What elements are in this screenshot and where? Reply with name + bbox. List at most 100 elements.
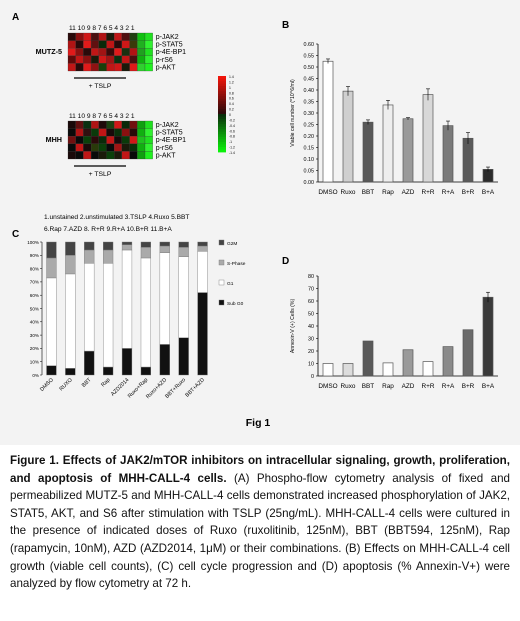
- legend-tick-label: 0.2: [229, 108, 234, 112]
- legend-color-step: [218, 136, 226, 140]
- bar: [422, 361, 434, 377]
- heatmap-cell: [67, 32, 76, 41]
- stacked-bar-segment: [178, 247, 189, 257]
- heatmap-cell: [129, 63, 138, 72]
- heatmap-cell: [144, 151, 153, 160]
- legend-label: G2M: [227, 241, 237, 247]
- legend-color-step: [218, 91, 226, 95]
- stacked-bar-segment: [159, 245, 170, 253]
- y-tick-label: 0.00: [304, 180, 315, 186]
- legend-color-step: [218, 126, 226, 130]
- legend-color-step: [218, 131, 226, 135]
- stacked-bar-segment: [159, 241, 170, 247]
- heatmap-cell: [144, 120, 153, 129]
- y-tick-label: 20: [308, 349, 314, 355]
- stacked-bar-segment: [140, 257, 152, 368]
- legend-color-step: [218, 111, 226, 115]
- legend-tick-label: -0.6: [229, 129, 235, 133]
- heatmap-cell: [114, 32, 123, 41]
- caption-body: (A) Phospho-flow cytometry analysis of f…: [10, 471, 510, 591]
- y-tick-label: 0%: [32, 373, 39, 378]
- legend-color-step: [218, 106, 226, 110]
- heatmap-cell: [106, 40, 115, 49]
- marker-label: p-rS6: [156, 145, 173, 152]
- heatmap-cell: [98, 63, 107, 72]
- bar: [462, 329, 474, 377]
- y-tick-label: 0.15: [304, 146, 315, 152]
- legend-tick-label: 0.8: [229, 91, 234, 95]
- stacked-bar-segment: [178, 241, 189, 248]
- bar: [342, 90, 354, 183]
- tslp-label: + TSLP: [89, 83, 112, 90]
- x-tick-label: B+R: [462, 189, 475, 196]
- x-tick-label: DMSO: [318, 189, 337, 196]
- heatmap-cell: [75, 151, 84, 160]
- heatmap-cell: [106, 120, 115, 129]
- stacked-bar-segment: [102, 241, 114, 251]
- heatmap-cell: [129, 128, 138, 137]
- heatmap-cell: [90, 48, 99, 56]
- heatmap-cell: [144, 128, 153, 137]
- heatmap-cell: [83, 32, 92, 41]
- y-tick-label: 70: [308, 287, 314, 293]
- y-tick-label: 0.10: [304, 157, 315, 163]
- legend-color-step: [218, 81, 226, 84]
- heatmap-cell: [129, 48, 138, 56]
- y-tick-label: 50%: [30, 306, 39, 311]
- y-tick-label: 0.05: [304, 169, 315, 175]
- heatmap-cell: [75, 55, 84, 64]
- x-tick-label: R+A: [442, 189, 455, 196]
- legend-color-step: [218, 83, 226, 87]
- legend-color-step: [218, 139, 226, 143]
- panel-d-apoptosis-chart: D 0 10 20 30 40 50 60 70 80 DMSO Ruxo BBT Rap AZD R+R R…: [282, 256, 498, 390]
- x-tick-label: R+R: [422, 383, 435, 390]
- marker-label: p-STAT5: [156, 130, 183, 137]
- marker-label: p-STAT5: [156, 42, 183, 49]
- heatmap-cell: [75, 40, 84, 49]
- heatmap-cell: [67, 120, 76, 129]
- stacked-bar-segment: [197, 292, 208, 376]
- heatmap-cell: [67, 40, 76, 49]
- tslp-label: + TSLP: [89, 171, 112, 178]
- y-tick-label: 40%: [30, 320, 39, 325]
- bar: [342, 363, 354, 377]
- legend-color-step: [218, 108, 226, 112]
- stacked-bar-segment: [197, 245, 208, 252]
- legend-color-step: [218, 141, 226, 145]
- y-tick-label: 90%: [30, 253, 39, 258]
- stacked-bar-segment: [84, 350, 95, 376]
- heatmap-cell: [121, 120, 130, 129]
- heatmap-cell: [98, 32, 107, 41]
- heatmap-cell: [137, 151, 146, 160]
- cell-line-label: MUTZ-5: [36, 47, 62, 56]
- heatmap-cell: [90, 32, 99, 41]
- treatment-key-line-2: 6.Rap 7.AZD 8. R+R 9.R+A 10.B+R 11.B+A: [44, 226, 172, 233]
- stacked-bar-segment: [121, 244, 133, 251]
- legend-swatch: [218, 299, 225, 306]
- stacked-bar-segment: [140, 241, 152, 248]
- bar: [322, 363, 334, 377]
- marker-label: p-4E-BP1: [156, 137, 186, 144]
- heatmap-cell: [114, 128, 123, 137]
- heatmap-cell: [129, 136, 138, 144]
- stacked-bar-segment: [178, 256, 189, 338]
- heatmap-cell: [121, 136, 130, 144]
- y-tick-label: 0.60: [304, 42, 315, 48]
- stacked-bar-segment: [159, 344, 170, 376]
- heatmap-cell: [144, 136, 153, 144]
- heatmap-cell: [75, 63, 84, 72]
- heatmap-cell: [98, 128, 107, 137]
- bar: [442, 125, 454, 183]
- stacked-bar-segment: [178, 337, 189, 376]
- heatmap-cell: [83, 55, 92, 64]
- heatmap-cell: [98, 48, 107, 56]
- heatmap-cell: [121, 143, 130, 152]
- stacked-bar-segment: [102, 249, 114, 264]
- legend-color-step: [218, 124, 226, 128]
- legend-color-step: [218, 101, 226, 105]
- x-tick-label: Ruxo: [341, 189, 356, 196]
- heatmap-cell: [98, 136, 107, 144]
- bar: [402, 349, 414, 377]
- heatmap-column-numbers: 11 10 9 8 7 6 5 4 3 2 1: [69, 113, 135, 120]
- stacked-bar-segment: [46, 241, 57, 259]
